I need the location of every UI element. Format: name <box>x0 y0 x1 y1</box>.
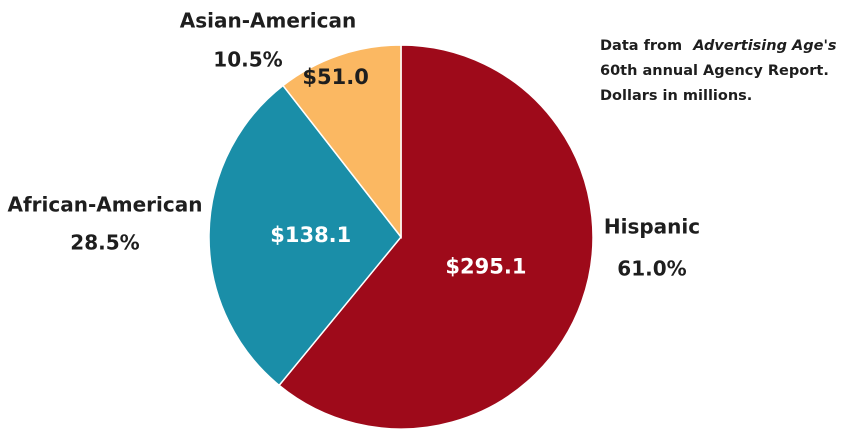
percent-label: 28.5% <box>70 231 139 255</box>
percent-label: 10.5% <box>213 48 282 72</box>
pie-slice <box>208 84 402 387</box>
pie-slice <box>281 44 402 240</box>
category-label: African-American <box>8 193 203 217</box>
note-line: Dollars in millions. <box>600 88 752 104</box>
value-label: $51.0 <box>302 65 368 89</box>
pie-slice <box>278 44 594 429</box>
note-line: Data from <box>600 38 682 54</box>
note: Data from Advertising Age's 60th annual … <box>600 38 842 104</box>
percent-label: 61.0% <box>617 257 686 281</box>
value-label: $138.1 <box>270 223 351 247</box>
category-label: Hispanic <box>604 215 700 239</box>
note-line: Advertising Age's <box>692 38 837 54</box>
category-label: Asian-American <box>180 9 356 33</box>
pie <box>208 44 594 429</box>
note-line: 60th annual Agency Report. <box>600 63 829 79</box>
value-label: $295.1 <box>445 254 526 278</box>
